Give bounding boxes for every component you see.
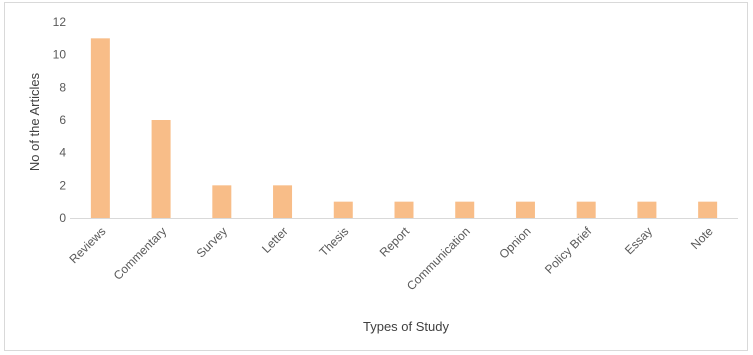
x-tick-label: Report (377, 224, 413, 260)
x-tick-label: Commentary (111, 224, 169, 282)
x-tick-label: Thesis (317, 224, 352, 259)
x-tick-label: Essay (622, 224, 655, 257)
y-tick-label: 8 (59, 80, 66, 94)
y-tick-label: 4 (59, 146, 66, 160)
bar (698, 201, 718, 218)
x-tick-label: Opnion (496, 224, 533, 261)
x-tick-label: Note (688, 224, 716, 252)
x-axis-title: Types of Study (363, 319, 449, 334)
bar (394, 201, 414, 218)
y-tick-label: 10 (53, 48, 67, 62)
x-tick-label: Policy Brief (542, 224, 595, 277)
y-tick-label: 6 (59, 113, 66, 127)
bar (151, 120, 171, 218)
bar (455, 201, 475, 218)
x-tick-label: Survey (194, 224, 230, 260)
y-tick-label: 2 (59, 178, 66, 192)
x-tick-label: Communication (404, 224, 473, 293)
bar (515, 201, 535, 218)
x-tick-label: Letter (259, 224, 291, 256)
bar (637, 201, 657, 218)
bar (576, 201, 596, 218)
bar (90, 38, 110, 219)
bar (333, 201, 353, 218)
y-tick-label: 12 (53, 15, 67, 29)
bar (212, 185, 232, 218)
bars (90, 38, 718, 219)
chart-frame (4, 2, 748, 351)
y-axis-ticks: 0 2 4 6 8 10 12 (53, 15, 67, 225)
y-tick-label: 0 (59, 211, 66, 225)
y-axis-title: No of the Articles (27, 72, 42, 171)
x-axis-ticks: Reviews Commentary Survey Letter Thesis Repor… (67, 224, 716, 293)
x-tick-label: Reviews (67, 224, 109, 266)
bar (273, 185, 293, 218)
